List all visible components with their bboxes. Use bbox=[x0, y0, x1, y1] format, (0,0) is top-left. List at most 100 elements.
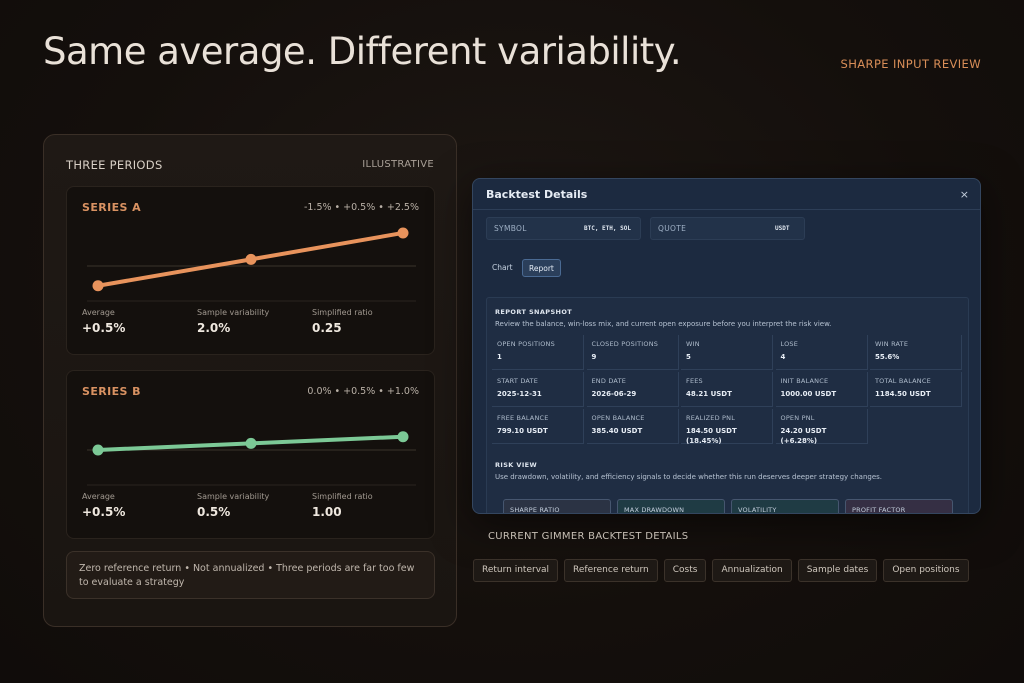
field-label: QUOTE bbox=[658, 224, 687, 233]
series-values: 0.0% • +0.5% • +1.0% bbox=[307, 386, 419, 397]
cell-value: 799.10 USDT bbox=[497, 427, 548, 435]
report-cell: OPEN BALANCE 385.40 USDT bbox=[586, 409, 679, 444]
input-chip[interactable]: Annualization bbox=[712, 559, 792, 582]
input-chip[interactable]: Return interval bbox=[473, 559, 559, 582]
stat-average: Average +0.5% bbox=[82, 492, 125, 519]
cell-label: REALIZED PNL bbox=[686, 414, 736, 422]
close-icon[interactable]: × bbox=[959, 188, 969, 201]
risk-card-label: PROFIT FACTOR bbox=[852, 506, 906, 514]
stat-variability: Sample variability 2.0% bbox=[197, 308, 269, 335]
stat-label: Average bbox=[82, 308, 115, 317]
assumptions-note: Zero reference return • Not annualized •… bbox=[66, 551, 435, 599]
cell-value: 4 bbox=[780, 353, 786, 361]
quote-field: QUOTE USDT bbox=[650, 217, 805, 240]
cell-label: OPEN BALANCE bbox=[591, 414, 645, 422]
report-snapshot: REPORT SNAPSHOT Review the balance, win-… bbox=[486, 297, 969, 513]
cell-value: 1000.00 USDT bbox=[780, 390, 837, 398]
cell-value: 24.20 USDT (+6.28%) bbox=[780, 427, 827, 445]
report-cell: WIN 5 bbox=[681, 335, 773, 370]
input-chips: Return interval Reference return Costs Annu… bbox=[473, 559, 969, 582]
cell-label: OPEN POSITIONS bbox=[497, 340, 555, 348]
panel-title: THREE PERIODS bbox=[66, 158, 163, 172]
report-cell: INIT BALANCE 1000.00 USDT bbox=[775, 372, 868, 407]
stat-label: Simplified ratio bbox=[312, 492, 373, 501]
risk-subtitle: Use drawdown, volatility, and efficiency… bbox=[495, 473, 883, 481]
field-value: USDT bbox=[775, 225, 790, 232]
cell-label: CLOSED POSITIONS bbox=[591, 340, 659, 348]
input-chip[interactable]: Open positions bbox=[883, 559, 969, 582]
cell-label: OPEN PNL bbox=[780, 414, 815, 422]
cell-label: FREE BALANCE bbox=[497, 414, 549, 422]
data-point bbox=[245, 253, 257, 265]
input-chip[interactable]: Reference return bbox=[564, 559, 658, 582]
series-name: SERIES B bbox=[82, 385, 141, 398]
cell-value: 2026-06-29 bbox=[591, 390, 637, 398]
cell-value: 1 bbox=[497, 353, 502, 361]
stat-variability: Sample variability 0.5% bbox=[197, 492, 269, 519]
stat-average: Average +0.5% bbox=[82, 308, 125, 335]
report-cell: OPEN PNL 24.20 USDT (+6.28%) bbox=[775, 409, 868, 445]
input-chip[interactable]: Costs bbox=[663, 559, 707, 582]
risk-card: MAX DRAWDOWN bbox=[617, 499, 725, 513]
stat-value: 2.0% bbox=[197, 321, 231, 335]
three-periods-panel: THREE PERIODS ILLUSTRATIVE SERIES A -1.5… bbox=[43, 134, 457, 627]
backtest-details-modal: Backtest Details × SYMBOL BTC, ETH, SOL … bbox=[472, 178, 981, 514]
input-chip[interactable]: Sample dates bbox=[797, 559, 878, 582]
tab-report[interactable]: Report bbox=[522, 259, 561, 277]
cell-label: WIN RATE bbox=[875, 340, 909, 348]
stat-value: 1.00 bbox=[312, 505, 342, 519]
cell-label: END DATE bbox=[591, 377, 627, 385]
series-b-card: SERIES B 0.0% • +0.5% • +1.0% Average +0.… bbox=[66, 370, 435, 539]
cell-label: LOSE bbox=[780, 340, 799, 348]
risk-card-label: SHARPE RATIO bbox=[510, 506, 560, 514]
symbol-field: SYMBOL BTC, ETH, SOL bbox=[486, 217, 641, 240]
report-subtitle: Review the balance, win-loss mix, and cu… bbox=[495, 320, 832, 328]
stat-label: Simplified ratio bbox=[312, 308, 373, 317]
report-cell: CLOSED POSITIONS 9 bbox=[586, 335, 679, 370]
stat-value: +0.5% bbox=[82, 321, 126, 335]
data-point bbox=[92, 280, 104, 292]
cell-label: WIN bbox=[686, 340, 700, 348]
cell-value: 48.21 USDT bbox=[686, 390, 732, 398]
cell-value: 5 bbox=[686, 353, 691, 361]
series-a-card: SERIES A -1.5% • +0.5% • +2.5% Average +0… bbox=[66, 186, 435, 355]
series-a-chart bbox=[87, 227, 416, 302]
report-cell: OPEN POSITIONS 1 bbox=[492, 335, 584, 370]
modal-title: Backtest Details bbox=[486, 188, 588, 201]
series-b-chart bbox=[87, 431, 416, 486]
risk-card: PROFIT FACTOR bbox=[845, 499, 953, 514]
report-cell: END DATE 2026-06-29 bbox=[586, 372, 679, 407]
report-cell: START DATE 2025-12-31 bbox=[492, 372, 584, 407]
cell-value: 1184.50 USDT bbox=[875, 390, 931, 398]
cell-value: 9 bbox=[591, 353, 597, 361]
field-label: SYMBOL bbox=[494, 224, 527, 233]
report-cell: WIN RATE 55.6% bbox=[870, 335, 962, 370]
risk-card: SHARPE RATIO bbox=[503, 499, 611, 514]
data-point bbox=[397, 431, 409, 443]
stat-value: +0.5% bbox=[82, 505, 126, 519]
report-cell: LOSE 4 bbox=[775, 335, 868, 370]
risk-card-label: VOLATILITY bbox=[738, 506, 777, 514]
cell-value: 55.6% bbox=[875, 353, 900, 361]
cell-label: TOTAL BALANCE bbox=[875, 377, 931, 385]
cell-value: 184.50 USDT (18.45%) bbox=[686, 427, 737, 445]
stat-label: Average bbox=[82, 492, 115, 501]
data-point bbox=[245, 437, 257, 449]
headline: Same average. Different variability. bbox=[43, 30, 682, 73]
cell-label: START DATE bbox=[497, 377, 539, 385]
stat-ratio: Simplified ratio 0.25 bbox=[312, 308, 373, 335]
cell-value: 385.40 USDT bbox=[591, 427, 643, 435]
tab-chart[interactable]: Chart bbox=[492, 263, 513, 272]
data-point bbox=[397, 227, 409, 239]
report-cell: TOTAL BALANCE 1184.50 USDT bbox=[870, 372, 962, 407]
data-point bbox=[92, 444, 104, 456]
report-cell: FREE BALANCE 799.10 USDT bbox=[492, 409, 584, 444]
stat-ratio: Simplified ratio 1.00 bbox=[312, 492, 373, 519]
screenshot-caption: CURRENT GIMMER BACKTEST DETAILS bbox=[488, 531, 689, 542]
report-cell: REALIZED PNL 184.50 USDT (18.45%) bbox=[681, 409, 773, 445]
stat-label: Sample variability bbox=[197, 492, 270, 501]
panel-tag: ILLUSTRATIVE bbox=[362, 159, 434, 170]
top-tag: SHARPE INPUT REVIEW bbox=[840, 57, 981, 71]
cell-value: 2025-12-31 bbox=[497, 390, 542, 398]
stat-label: Sample variability bbox=[197, 308, 270, 317]
